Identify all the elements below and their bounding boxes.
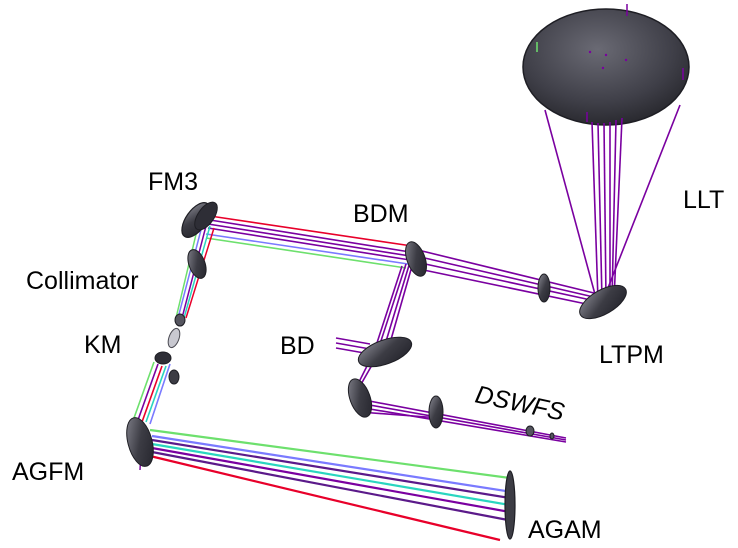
label-collimator: Collimator (26, 267, 139, 295)
label-km: KM (84, 331, 122, 359)
dswfs-fold-mirror (347, 378, 373, 418)
beam-bdm-to-ltpm (413, 249, 601, 307)
label-bd: BD (280, 332, 315, 360)
km-optics (154, 313, 186, 385)
beam-agfm-to-agam (149, 428, 513, 542)
beam-fm3-to-bdm (205, 215, 413, 269)
label-fm3: FM3 (148, 168, 198, 196)
bd-mirror (357, 336, 413, 368)
beam-km-to-agfm (133, 361, 171, 425)
agfm-mirror (126, 417, 154, 467)
label-agfm: AGFM (12, 458, 84, 486)
llt-primary-mirror (522, 4, 690, 126)
dswfs-optics (428, 395, 555, 440)
collimator-lens (187, 249, 207, 279)
llt-lens (537, 273, 551, 303)
bdm-mirror (405, 241, 427, 277)
beam-bdm-to-bd (373, 261, 413, 353)
label-dswfs: DSWFS (473, 380, 567, 426)
fm3-mirror (181, 201, 218, 238)
label-llt: LLT (683, 186, 724, 214)
agam-mirror (504, 470, 516, 540)
label-ltpm: LTPM (599, 341, 664, 369)
ltpm-mirror (579, 284, 627, 320)
label-bdm: BDM (353, 200, 409, 228)
llt-beam-cone (544, 104, 681, 301)
label-agam: AGAM (528, 516, 602, 544)
